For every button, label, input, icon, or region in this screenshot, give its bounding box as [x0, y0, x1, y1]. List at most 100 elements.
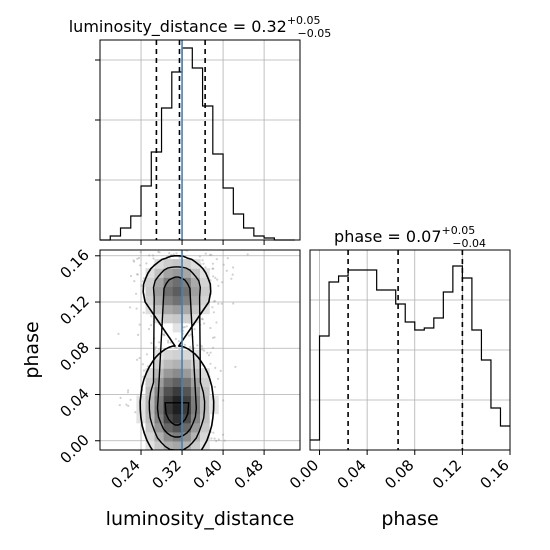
title-value: 0.32 — [251, 17, 287, 36]
title-prefix: phase = — [334, 227, 406, 246]
density-cell — [181, 440, 192, 450]
density-contours — [139, 250, 215, 450]
density-cell — [181, 386, 192, 397]
density-cell — [172, 368, 183, 378]
sample-point — [226, 257, 229, 260]
sample-point — [147, 467, 149, 469]
sample-point — [135, 292, 138, 295]
sample-point — [129, 398, 132, 401]
sample-point — [157, 246, 159, 248]
sample-point — [207, 354, 211, 357]
sample-point — [133, 280, 136, 283]
sample-point — [188, 460, 190, 462]
sample-point — [139, 264, 142, 267]
sample-point — [210, 453, 212, 455]
sample-point — [128, 306, 132, 309]
sample-point — [209, 362, 212, 365]
y-tick-label: 0.16 — [56, 246, 92, 282]
y-tick-label: 0.08 — [56, 338, 92, 374]
sample-point — [150, 342, 153, 345]
sample-point — [217, 498, 219, 500]
sample-point — [198, 452, 200, 454]
sample-point — [209, 326, 212, 330]
density-cell — [163, 268, 174, 278]
sample-point — [184, 247, 186, 249]
x-tick-label: 0.24 — [108, 456, 144, 492]
density-cell — [163, 377, 174, 387]
axis-ticks — [95, 59, 265, 245]
histogram-step-line — [100, 47, 295, 241]
sample-point — [204, 252, 207, 255]
density-cell — [181, 368, 192, 378]
sample-point — [154, 346, 157, 349]
density-cell — [145, 277, 156, 287]
density-cell — [163, 422, 174, 433]
grid — [100, 40, 300, 240]
density-cell — [154, 431, 165, 442]
sample-point — [213, 300, 216, 303]
sample-point — [230, 277, 233, 280]
sample-point — [212, 311, 215, 314]
sample-point — [136, 273, 139, 276]
sample-point — [141, 363, 144, 366]
sample-point — [137, 333, 140, 336]
sample-point — [166, 243, 168, 245]
sample-point — [183, 343, 186, 346]
quantile-lines — [155, 40, 206, 240]
sample-point — [163, 334, 166, 337]
density-cell — [154, 350, 165, 360]
sample-point — [211, 306, 214, 309]
sample-point — [177, 340, 180, 343]
sample-point — [192, 499, 194, 501]
sample-point — [142, 277, 146, 280]
density-cell — [163, 431, 174, 442]
histogram — [310, 265, 510, 441]
sample-point — [145, 262, 148, 265]
density-cell — [172, 277, 183, 287]
sample-point — [175, 252, 178, 255]
density-cell — [163, 313, 174, 324]
sample-point — [150, 324, 153, 327]
sample-point — [174, 451, 176, 453]
sample-point — [201, 318, 204, 321]
sample-point — [134, 455, 136, 457]
title-minus: −0.05 — [298, 27, 332, 40]
density-cell — [154, 304, 165, 315]
sample-point — [161, 452, 163, 454]
sample-point — [117, 332, 120, 335]
x-tick-label: 0.08 — [381, 456, 417, 492]
density-cell — [181, 413, 192, 424]
sample-point — [217, 438, 220, 441]
density-cell — [163, 359, 174, 369]
sample-point — [138, 356, 141, 360]
density-cell — [181, 295, 192, 306]
density-cell — [181, 259, 192, 269]
sample-point — [132, 259, 135, 262]
sample-point — [210, 253, 213, 257]
sample-point — [179, 502, 181, 504]
density-cell — [154, 277, 165, 287]
sample-point — [178, 256, 181, 259]
density-cell — [200, 295, 210, 306]
density-cells — [136, 259, 219, 450]
density-cell — [145, 286, 156, 297]
density-cell — [145, 395, 156, 406]
sample-point — [125, 403, 128, 406]
x-tick-label: 0.32 — [149, 456, 185, 492]
density-cell — [154, 295, 165, 306]
sample-point — [200, 345, 204, 348]
density-cell — [154, 404, 165, 415]
density-cell — [163, 386, 174, 397]
density-cell — [181, 304, 192, 315]
density-cell — [181, 431, 192, 442]
density-cell — [163, 395, 174, 406]
density-cell — [154, 313, 165, 324]
sample-point — [164, 245, 166, 247]
sample-point — [211, 346, 215, 349]
sample-point — [200, 245, 202, 247]
density-cell — [172, 268, 183, 278]
density-cell — [190, 377, 201, 387]
density-cell — [190, 368, 201, 378]
sample-point — [212, 431, 215, 434]
sample-point — [137, 256, 141, 260]
